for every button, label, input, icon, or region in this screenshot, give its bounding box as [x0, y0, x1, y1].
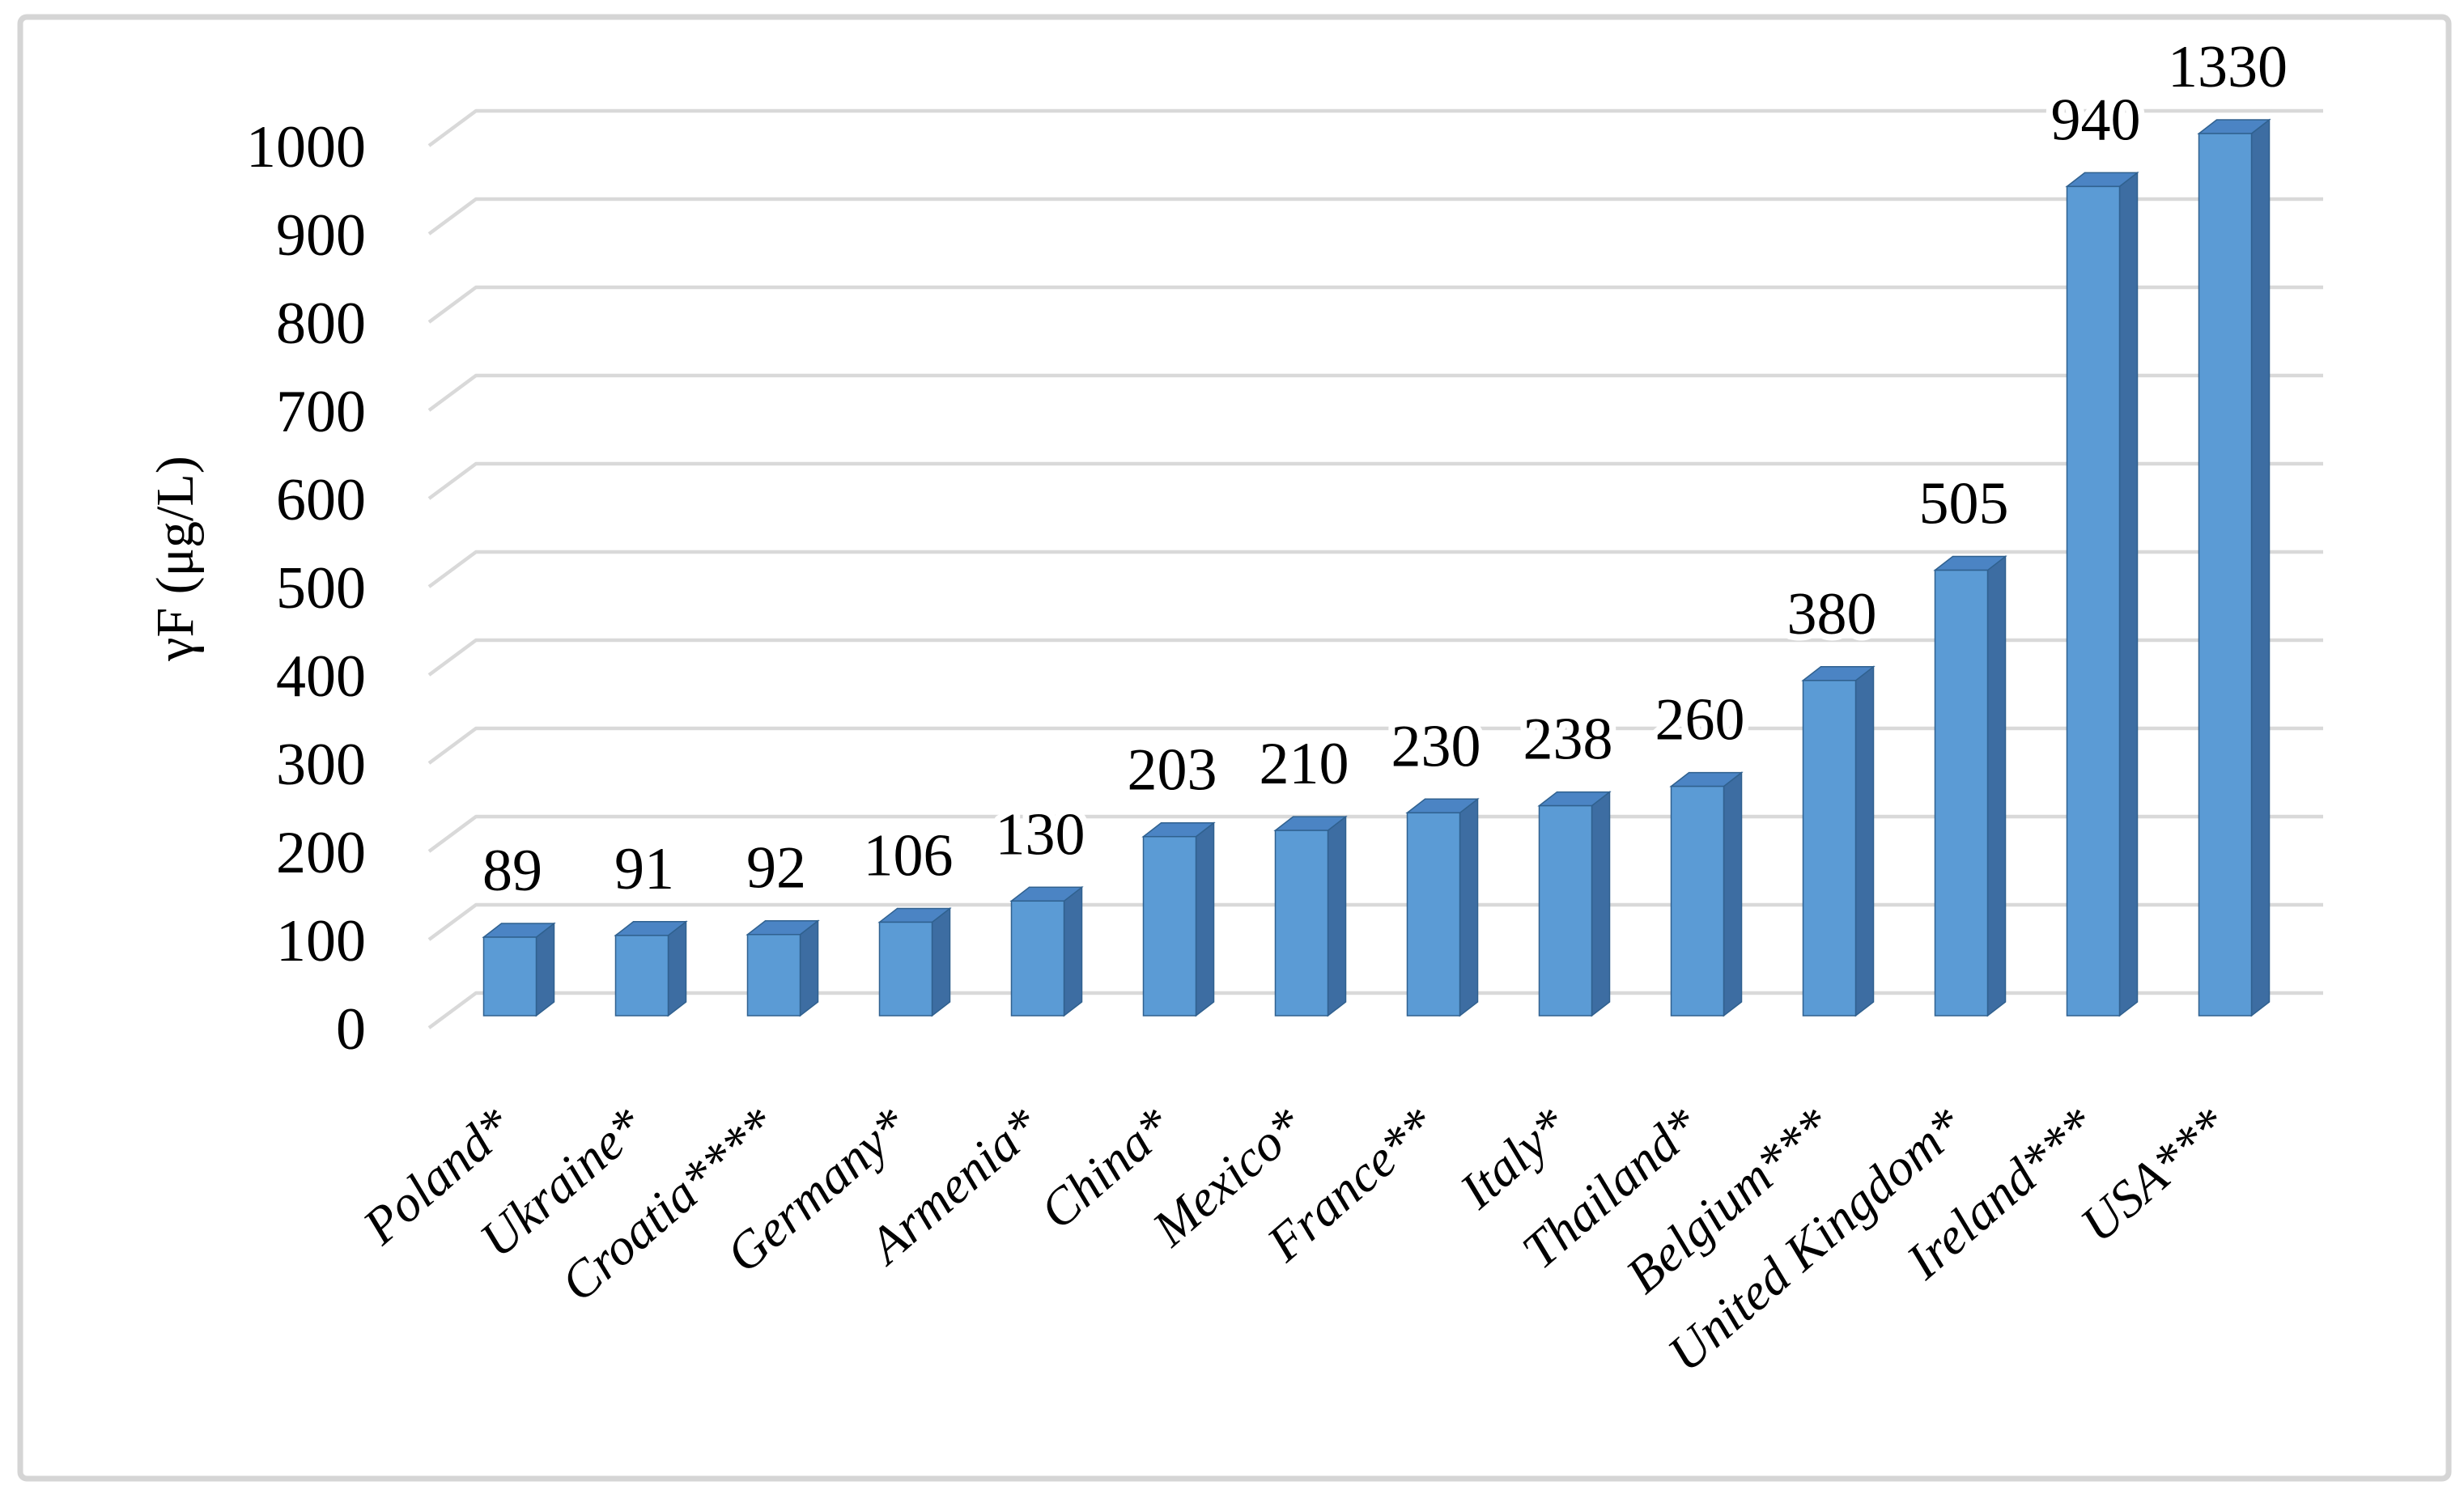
y-axis-title: γF (μg/L): [146, 456, 205, 661]
bar-front-face: [1274, 830, 1329, 1017]
bar-ukraine: [614, 920, 688, 1017]
y-tick-500: 500: [276, 555, 366, 622]
bar-front-face: [1406, 812, 1461, 1017]
chart-border: [17, 14, 2452, 1482]
bar-front-face: [482, 936, 537, 1017]
bar-side-face: [1459, 797, 1479, 1017]
y-tick-400: 400: [276, 643, 366, 710]
bar-front-face: [1802, 680, 1857, 1017]
value-label-poland: 89: [482, 838, 542, 904]
bar-front-face: [878, 921, 933, 1017]
x-axis-category-labels-group: Poland*Ukraine*Croatia****Germany*Armeni…: [351, 1097, 2237, 1382]
bar-thailand: [1669, 771, 1744, 1017]
gridline-100: [427, 902, 2323, 941]
bar-side-face: [1063, 885, 1083, 1017]
bar-side-face: [2118, 171, 2139, 1017]
bar-france: [1405, 797, 1480, 1017]
data-labels-group: 89 91 92 106 130 203 210 230 238 260 380 505 940 1330: [476, 28, 2294, 910]
gridline-400: [427, 638, 2323, 677]
bar-side-face: [667, 920, 687, 1017]
bar-china: [1141, 821, 1216, 1017]
bar-side-face: [1854, 665, 1875, 1017]
gridline-300: [427, 726, 2323, 765]
y-tick-300: 300: [276, 732, 366, 798]
gridline-0: [427, 991, 2323, 1029]
gridline-700: [427, 373, 2323, 412]
value-label-china: 203: [1128, 737, 1217, 804]
value-label-croatia: 92: [746, 835, 806, 902]
value-label-usa: 1330: [2168, 34, 2288, 100]
bar-belgium: [1801, 665, 1876, 1017]
y-tick-200: 200: [276, 820, 366, 886]
y-tick-900: 900: [276, 202, 366, 269]
gridline-800: [427, 285, 2323, 324]
bar-poland: [482, 922, 556, 1017]
value-label-italy: 238: [1523, 707, 1613, 773]
y-tick-700: 700: [276, 379, 366, 445]
gridline-600: [427, 461, 2323, 500]
y-tick-600: 600: [276, 467, 366, 533]
bar-side-face: [535, 922, 555, 1017]
bar-side-face: [1327, 815, 1347, 1017]
y-tick-1000: 1000: [246, 114, 366, 180]
bar-front-face: [2066, 185, 2121, 1017]
bar-croatia: [746, 919, 820, 1017]
y-axis-tick-labels-group: 0 100 200 300 400 500 600 700 800 900 1000: [246, 114, 366, 1063]
value-label-france: 230: [1391, 713, 1481, 779]
gridline-900: [427, 197, 2323, 236]
bars-group: [482, 118, 2271, 1017]
gridline-500: [427, 550, 2323, 588]
bar-front-face: [1142, 835, 1197, 1017]
bar-side-face: [1723, 771, 1743, 1017]
y-tick-800: 800: [276, 291, 366, 357]
gridlines-group: [427, 108, 2323, 1029]
bar-side-face: [931, 906, 951, 1017]
bar-front-face: [1538, 804, 1593, 1017]
value-label-germany: 106: [864, 822, 954, 889]
bar-front-face: [746, 933, 801, 1017]
gridline-1000: [427, 108, 2323, 147]
value-label-mexico: 210: [1260, 731, 1349, 797]
bar-side-face: [1591, 791, 1611, 1017]
value-label-ireland: 940: [2051, 87, 2141, 153]
bar-front-face: [1670, 785, 1725, 1017]
bar-mexico: [1273, 815, 1348, 1017]
bar-side-face: [2250, 118, 2271, 1017]
bar-armenia: [1009, 885, 1084, 1017]
bar-front-face: [614, 935, 669, 1017]
bar-usa: [2197, 118, 2271, 1017]
bar-front-face: [2198, 133, 2253, 1017]
category-label-usa: USA***: [2070, 1097, 2238, 1254]
bar-side-face: [1986, 555, 2007, 1017]
bar-italy: [1537, 791, 1612, 1017]
y-tick-100: 100: [276, 908, 366, 974]
bar-germany: [877, 906, 952, 1017]
bar-front-face: [1010, 900, 1065, 1017]
value-label-united-kingdom: 505: [1919, 471, 2009, 537]
value-label-armenia: 130: [996, 801, 1085, 868]
bar-front-face: [1934, 569, 1989, 1017]
value-label-ukraine: 91: [614, 836, 674, 902]
gridline-200: [427, 814, 2323, 853]
bar-ireland: [2065, 171, 2139, 1017]
bar-side-face: [799, 919, 819, 1017]
bar-united-kingdom: [1933, 555, 2007, 1017]
value-label-belgium: 380: [1787, 581, 1877, 647]
bar-side-face: [1195, 821, 1215, 1017]
y-tick-0: 0: [336, 996, 366, 1063]
value-label-thailand: 260: [1655, 687, 1745, 753]
